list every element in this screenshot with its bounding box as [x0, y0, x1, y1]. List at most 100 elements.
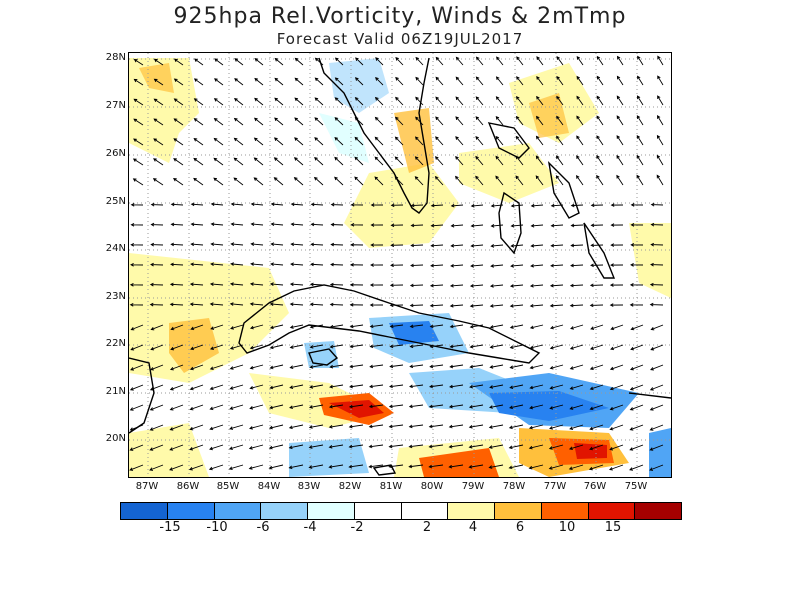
wind-arrow: [568, 464, 584, 471]
wind-arrow: [208, 464, 224, 471]
wind-arrow: [548, 464, 564, 470]
wind-arrow: [270, 222, 284, 227]
wind-arrow: [650, 364, 664, 371]
wind-arrow: [310, 262, 324, 267]
wind-arrow: [528, 464, 544, 470]
wind-arrow: [636, 115, 644, 126]
wind-arrow: [294, 117, 304, 126]
wind-arrow: [570, 203, 584, 208]
wind-arrow: [596, 155, 604, 166]
wind-arrow: [455, 96, 464, 106]
wind-arrow: [569, 364, 584, 370]
wind-arrow: [374, 176, 384, 186]
wind-arrow: [329, 302, 344, 307]
bahamas-abaco: [487, 122, 530, 159]
wind-vectors: [129, 55, 664, 471]
wind-arrow: [609, 444, 624, 451]
wind-arrow: [369, 283, 384, 287]
wind-arrow: [149, 282, 164, 287]
wind-arrow: [448, 444, 464, 449]
wind-arrow: [556, 115, 564, 126]
wind-arrow: [448, 404, 464, 409]
wind-arrow: [294, 77, 304, 86]
wind-arrow: [152, 178, 164, 186]
lon-label: 86W: [176, 481, 200, 492]
cuba-coast: [238, 284, 541, 364]
wind-arrow: [132, 158, 144, 166]
wind-arrow: [429, 283, 444, 288]
wind-arrow: [249, 344, 264, 350]
wind-arrow: [636, 95, 644, 106]
wind-arrow: [469, 364, 484, 369]
wind-arrow: [314, 137, 324, 146]
hispaniola-coast: [628, 392, 671, 399]
colorbar-label: -10: [206, 520, 228, 535]
coastlines: [129, 57, 671, 476]
wind-arrow: [329, 344, 344, 349]
vorticity-region: [329, 400, 384, 418]
wind-arrow: [369, 364, 384, 369]
wind-arrow: [430, 263, 444, 268]
colorbar-cell: [448, 503, 495, 519]
wind-arrow: [230, 242, 244, 246]
lon-label: 78W: [502, 481, 526, 492]
wind-arrow: [228, 444, 244, 450]
wind-arrow: [510, 244, 524, 248]
wind-arrow: [149, 384, 164, 391]
wind-arrow: [589, 424, 604, 431]
wind-arrow: [133, 78, 144, 86]
colorbar-cell: [354, 503, 402, 519]
wind-arrow: [270, 262, 284, 266]
wind-arrow: [596, 174, 604, 186]
wind-arrow: [629, 404, 644, 411]
wind-arrow: [555, 175, 564, 186]
wind-arrow: [269, 324, 284, 330]
wind-arrow: [656, 174, 664, 186]
wind-arrow: [576, 175, 584, 186]
wind-arrow: [375, 77, 384, 86]
wind-arrow: [334, 176, 344, 186]
wind-arrow: [657, 95, 664, 106]
wind-arrow: [637, 55, 644, 66]
wind-arrow: [374, 136, 384, 146]
wind-arrow: [189, 424, 204, 431]
wind-arrow: [489, 304, 504, 308]
wind-arrow: [550, 223, 564, 228]
wind-arrow: [470, 244, 484, 248]
wind-arrow: [310, 242, 324, 247]
wind-arrow: [228, 464, 244, 471]
wind-arrow: [408, 424, 424, 429]
wind-arrow: [270, 202, 284, 207]
title-block: 925hpa Rel.Vorticity, Winds & 2mTmp Fore…: [0, 0, 800, 48]
wind-arrow: [490, 224, 504, 228]
wind-arrow: [415, 116, 424, 126]
wind-arrow: [129, 283, 144, 287]
wind-arrow: [229, 364, 244, 370]
wind-arrow: [528, 424, 544, 430]
wind-arrow: [576, 115, 584, 126]
wind-arrow: [455, 76, 464, 86]
wind-arrow: [308, 424, 324, 429]
wind-arrow: [375, 57, 384, 66]
wind-arrow: [490, 204, 504, 208]
wind-arrow: [429, 364, 444, 369]
colorbar-label: 2: [422, 520, 432, 535]
wind-arrow: [193, 78, 204, 86]
wind-arrow: [149, 444, 164, 451]
wind-arrow: [253, 117, 264, 126]
colorbar-cell: [214, 503, 262, 519]
wind-arrow: [609, 303, 624, 307]
wind-arrow: [394, 116, 404, 126]
wind-arrow: [249, 324, 264, 330]
wind-arrow: [369, 303, 384, 307]
wind-arrow: [389, 384, 404, 389]
vorticity-region: [329, 58, 389, 113]
wind-arrow: [193, 98, 204, 106]
wind-arrow: [488, 404, 504, 409]
vorticity-region: [459, 143, 559, 203]
wind-arrow: [629, 444, 644, 451]
wind-arrow: [394, 136, 404, 146]
wind-arrow: [435, 136, 444, 146]
wind-arrow: [170, 222, 184, 227]
wind-arrow: [610, 203, 624, 207]
